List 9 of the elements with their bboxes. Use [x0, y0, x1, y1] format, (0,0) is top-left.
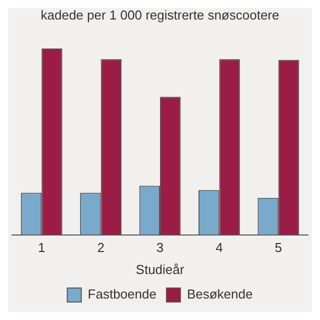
x-axis-title: Studieår — [136, 262, 185, 277]
x-tick-label: 2 — [97, 240, 104, 256]
x-tick-label: 4 — [216, 240, 223, 256]
legend-label: Besøkende — [186, 286, 253, 302]
x-tick-label: 5 — [274, 240, 282, 256]
legend-label: Fastboende — [88, 286, 156, 302]
x-tick-label: 3 — [156, 240, 164, 256]
chart-title: kadede per 1 000 registrerte snøscootere — [40, 7, 280, 22]
x-tick-label: 1 — [38, 240, 46, 256]
